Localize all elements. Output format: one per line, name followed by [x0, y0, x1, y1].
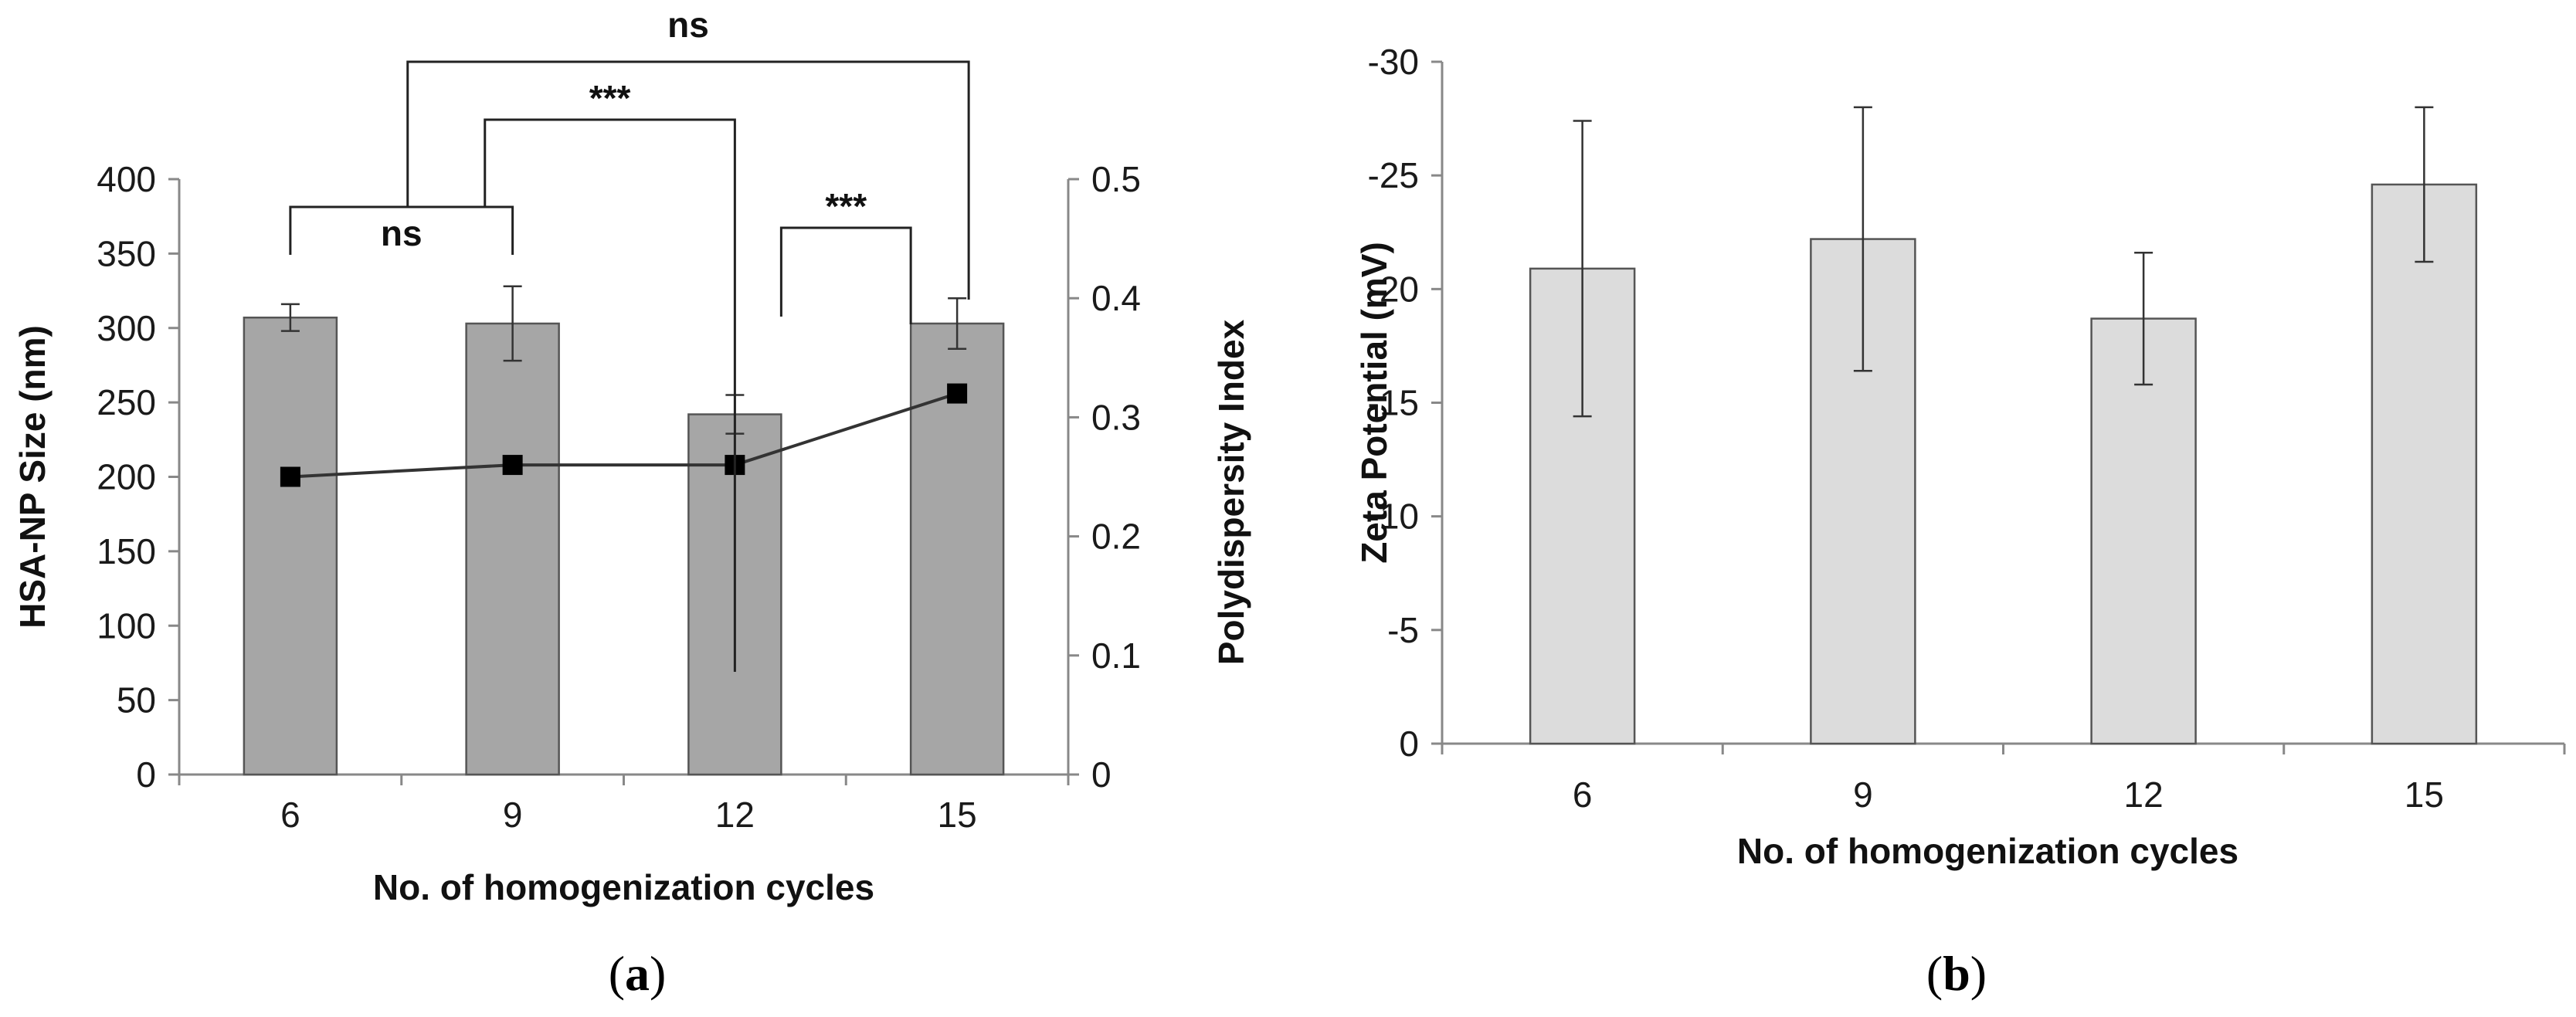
- line-point: [947, 383, 968, 404]
- x-tick-label: 15: [938, 795, 977, 835]
- y2-tick-label: 0.4: [1091, 278, 1141, 318]
- y-tick-label: 300: [97, 308, 156, 348]
- y-tick-label: 100: [97, 605, 156, 646]
- panel-label-a: (a): [609, 946, 667, 1001]
- y-tick-label: -15: [1368, 383, 1419, 423]
- y-axis-title: Zeta Potential (mV): [1354, 242, 1394, 564]
- chart-b: 0 -5 -10 -15 -20 -25 -30 6 9 12 15 No. of homogeniz…: [1354, 42, 2566, 1001]
- y2-tick-label: 0.1: [1091, 636, 1141, 676]
- y2-tick-label: 0: [1091, 754, 1112, 795]
- series-line: [290, 392, 958, 479]
- bracket-12-15: [779, 226, 912, 324]
- y2-tick-label: 0.3: [1091, 397, 1141, 437]
- y-tick-label: -25: [1368, 155, 1419, 195]
- chart-a: 0 50 100 150 200 250 300 350 400 0 0.1 0.2 0.3 0.4 0.5…: [12, 5, 1251, 1001]
- y-tick-label: 50: [117, 680, 156, 720]
- y-tick-label: -30: [1368, 42, 1419, 82]
- line-point: [502, 455, 523, 476]
- x-tick-label: 12: [2124, 775, 2164, 815]
- x-axis-title: No. of homogenization cycles: [373, 867, 874, 907]
- y2-axis-title: Polydispersity Index: [1211, 319, 1251, 665]
- bar: [2371, 183, 2478, 745]
- x-tick-label: 9: [1853, 775, 1873, 815]
- y-tick-label: 400: [97, 159, 156, 199]
- y2-tick-label: 0.2: [1091, 517, 1141, 557]
- panel-label-letter: b: [1943, 946, 1970, 1001]
- y-tick-label: -20: [1368, 269, 1419, 309]
- bracket-6-9-vs-15: [406, 60, 970, 300]
- y-tick-label: 250: [97, 382, 156, 422]
- y-tick-label: 0: [136, 754, 156, 795]
- bar: [465, 322, 560, 776]
- bar: [2090, 317, 2197, 745]
- x-axis-title: No. of homogenization cycles: [1737, 831, 2238, 871]
- significance-label: ns: [381, 213, 423, 253]
- panel-label-letter: a: [625, 946, 650, 1001]
- y-axis-title: HSA-NP Size (nm): [12, 325, 53, 629]
- y-tick-label: 0: [1399, 724, 1419, 764]
- panel-label-close: ): [650, 946, 666, 1001]
- y-tick-label: -10: [1368, 497, 1419, 537]
- panel-label-open: (: [1926, 946, 1943, 1001]
- x-tick-label: 12: [715, 795, 755, 835]
- panel-label-close: ): [1970, 946, 1987, 1001]
- x-tick-label: 15: [2405, 775, 2444, 815]
- x-tick-label: 9: [503, 795, 523, 835]
- y-tick-label: -5: [1387, 610, 1419, 650]
- significance-label: ***: [589, 78, 631, 118]
- significance-label: ***: [825, 186, 867, 226]
- bar: [243, 317, 338, 776]
- panel-label-open: (: [609, 946, 625, 1001]
- x-tick-label: 6: [1573, 775, 1593, 815]
- y-tick-label: 350: [97, 233, 156, 273]
- y-tick-label: 200: [97, 457, 156, 497]
- bracket-ns-6-9: [289, 205, 514, 255]
- significance-label: ns: [667, 5, 709, 45]
- y-tick-label: 150: [97, 531, 156, 571]
- y2-tick-label: 0.5: [1091, 159, 1141, 199]
- x-tick-label: 6: [280, 795, 300, 835]
- line-point: [280, 466, 300, 487]
- bracket-6-9-vs-12: [484, 118, 736, 672]
- panel-label-b: (b): [1926, 946, 1987, 1001]
